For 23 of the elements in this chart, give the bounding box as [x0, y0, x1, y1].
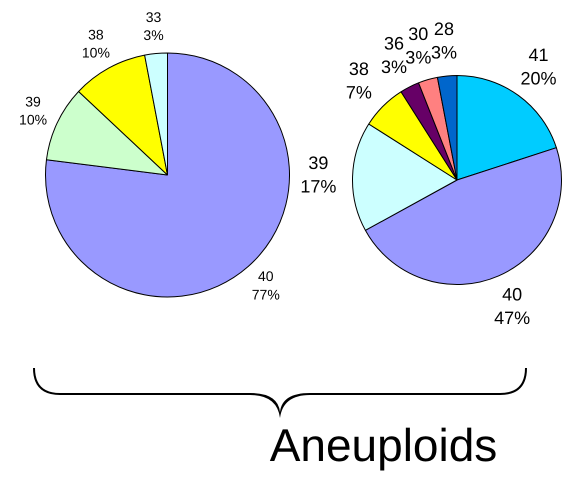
data-label: 10% — [19, 112, 48, 128]
data-label: 47% — [494, 308, 530, 328]
data-label: 10% — [82, 44, 110, 61]
data-label: 3% — [405, 47, 432, 68]
slice-label: 33 — [146, 8, 162, 25]
slice-label: 39 — [25, 93, 42, 110]
slice-label: 40 — [502, 284, 522, 305]
slice-label: 28 — [434, 19, 454, 40]
data-label: 17% — [300, 176, 336, 196]
data-label: 3% — [143, 27, 164, 44]
data-label: 20% — [520, 68, 557, 88]
slice-label: 38 — [88, 26, 104, 43]
slice-label: 30 — [408, 24, 428, 44]
text: Aneuploids — [268, 418, 498, 472]
slice-label: 36 — [384, 34, 404, 54]
slice-label: 40 — [258, 268, 274, 284]
data-label: 7% — [346, 82, 372, 103]
data-label: 77% — [252, 286, 280, 302]
slice-label: 38 — [348, 59, 369, 80]
slice-label: 39 — [308, 152, 328, 173]
data-label: 3% — [381, 57, 408, 78]
data-label: 3% — [430, 42, 457, 63]
slice-label: 41 — [528, 45, 549, 66]
